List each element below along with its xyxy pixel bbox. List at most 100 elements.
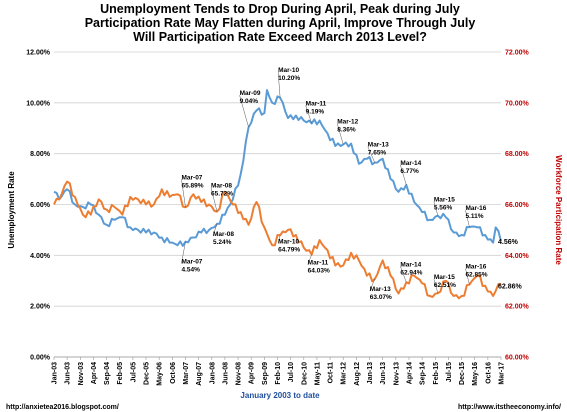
participation-annotation-month: Mar-15 xyxy=(434,274,455,281)
participation-annotation-leader xyxy=(210,187,218,212)
right-tick-label: 70.00% xyxy=(505,100,530,107)
x-tick-label: May-11 xyxy=(314,362,321,385)
x-tick-label: Dec-15 xyxy=(459,362,466,385)
left-tick-label: 0.00% xyxy=(30,355,51,362)
unemployment-annotation-month: Mar-09 xyxy=(240,90,261,97)
unemployment-annotation-month: Mar-14 xyxy=(400,160,421,167)
left-tick-label: 12.00% xyxy=(26,50,51,57)
unemployment-rate-line xyxy=(53,89,502,247)
unemployment-annotation-leader xyxy=(212,223,218,236)
participation-rate-line xyxy=(53,180,502,300)
unemployment-annotation-month: Mar-11 xyxy=(306,100,327,107)
participation-annotation-leader xyxy=(400,266,407,283)
x-tick-label: Sep-09 xyxy=(262,362,269,385)
title-line-1: Unemployment Tends to Drop During April,… xyxy=(100,2,460,16)
unemployment-annotation-value: 9.19% xyxy=(306,108,325,115)
unemployment-annotation-month: Mar-12 xyxy=(337,119,358,126)
unemployment-annotation-month: Mar-13 xyxy=(368,142,389,149)
right-tick-label: 62.00% xyxy=(505,304,530,311)
unemployment-annotation-leader xyxy=(181,241,186,264)
x-tick-label: Mar-17 xyxy=(499,362,506,385)
footer-left-url: http://anxietea2016.blogspot.com/ xyxy=(6,404,119,411)
participation-annotation-month: Mar-08 xyxy=(211,183,232,190)
x-tick-label: Mar-07 xyxy=(183,362,190,385)
x-axis-ticks: Jan-03 Jun-03 Nov-03 Apr-04 Sep-04 Feb-05 Jul-… xyxy=(52,357,506,386)
unemployment-annotation-leader xyxy=(433,201,439,216)
x-tick-label: Nov-13 xyxy=(393,362,400,385)
participation-annotation-month: Mar-13 xyxy=(370,286,391,293)
participation-annotation-leader xyxy=(433,279,439,294)
unemployment-annotation-leader xyxy=(367,146,376,163)
unemployment-annotation-value: 5.24% xyxy=(213,239,232,246)
x-tick-label: May-16 xyxy=(472,362,479,386)
x-tick-label: Jul-15 xyxy=(446,362,453,382)
series-lines: 4.56% 62.86% xyxy=(53,89,523,300)
right-tick-label: 64.00% xyxy=(505,253,530,260)
unemployment-annotation-value: 7.65% xyxy=(368,150,387,157)
x-tick-label: Sep-14 xyxy=(420,362,427,385)
x-tick-label: Feb-15 xyxy=(433,362,440,385)
x-tick-label: Nov-08 xyxy=(236,362,243,385)
x-tick-label: Apr-04 xyxy=(91,362,98,384)
y-axis-label-right: Workforce Participation Rate xyxy=(554,155,563,265)
x-tick-label: Jun-08 xyxy=(222,362,229,385)
x-tick-label: Oct-16 xyxy=(485,362,492,384)
right-axis-ticks: 60.00% 62.00% 64.00% 66.00% 68.00% 70.00% 72.0… xyxy=(505,50,530,362)
unemployment-annotation-month: Mar-10 xyxy=(278,67,299,74)
x-tick-label: Sep-04 xyxy=(104,362,111,385)
y-axis-label-left: Unemployment Rate xyxy=(7,171,16,249)
unemployment-annotation-month: Mar-15 xyxy=(434,197,455,204)
unemployment-annotation-value: 10.20% xyxy=(278,75,300,82)
unemployment-annotation-leader xyxy=(305,105,312,124)
unemployment-annotation-value: 5.11% xyxy=(465,213,483,220)
x-tick-label: Jun-13 xyxy=(380,362,387,385)
unemployment-annotation-leader xyxy=(400,164,407,186)
x-tick-label: Aug-07 xyxy=(196,362,203,386)
participation-annotation-leader xyxy=(369,278,376,292)
x-tick-label: Nov-03 xyxy=(78,362,85,385)
x-tick-label: Jul-10 xyxy=(288,362,295,382)
left-tick-label: 6.00% xyxy=(30,202,51,209)
unemployment-annotation-value: 5.56% xyxy=(434,205,453,212)
unemployment-annotation-leader xyxy=(277,71,281,98)
left-tick-label: 4.00% xyxy=(30,253,51,260)
unemployment-annotation-leader xyxy=(336,123,344,145)
left-tick-label: 8.00% xyxy=(30,151,51,158)
participation-annotation-value: 62.51% xyxy=(434,282,456,289)
left-tick-label: 2.00% xyxy=(30,304,51,311)
unemployment-annotation-leader xyxy=(239,95,249,128)
participation-annotation-value: 65.89% xyxy=(181,182,203,189)
participation-annotation-leader xyxy=(277,235,281,244)
participation-annotation-month: Mar-07 xyxy=(181,174,202,181)
participation-annotation-month: Mar-10 xyxy=(278,238,299,245)
unemployment-annotation-value: 9.04% xyxy=(240,98,259,105)
chart-title: Unemployment Tends to Drop During April,… xyxy=(85,2,476,44)
title-line-2: Participation Rate May Flatten during Ap… xyxy=(85,16,476,30)
participation-annotation-value: 65.72% xyxy=(211,191,233,198)
x-tick-label: Jan-03 xyxy=(52,362,59,384)
x-tick-label: Aug-12 xyxy=(354,362,361,386)
right-tick-label: 68.00% xyxy=(505,151,530,158)
participation-annotation-month: Mar-11 xyxy=(308,260,329,267)
x-tick-label: Jan-08 xyxy=(209,362,216,384)
participation-annotation-leader xyxy=(465,268,470,285)
x-tick-label: Mar-12 xyxy=(341,362,348,385)
participation-annotation-value: 62.94% xyxy=(400,269,422,276)
left-tick-label: 10.00% xyxy=(26,100,51,107)
participation-annotation-leader xyxy=(307,254,312,265)
participation-annotation-month: Mar-14 xyxy=(400,261,421,268)
participation-annotation-value: 62.85% xyxy=(465,272,487,279)
right-tick-label: 72.00% xyxy=(505,50,530,57)
x-tick-label: Dec-05 xyxy=(144,362,151,385)
x-tick-label: Dec-10 xyxy=(301,362,308,385)
participation-end-label: 62.86% xyxy=(498,283,523,290)
x-tick-label: Jul-05 xyxy=(130,362,137,382)
unemployment-annotation-month: Mar-08 xyxy=(213,231,234,238)
participation-annotation-value: 63.07% xyxy=(370,294,392,301)
unemployment-annotation-value: 8.36% xyxy=(337,127,356,134)
x-tick-label: Oct-06 xyxy=(170,362,177,384)
unemployment-annotation-month: Mar-07 xyxy=(181,259,202,266)
right-tick-label: 66.00% xyxy=(505,202,530,209)
participation-annotation-value: 64.03% xyxy=(308,268,330,275)
